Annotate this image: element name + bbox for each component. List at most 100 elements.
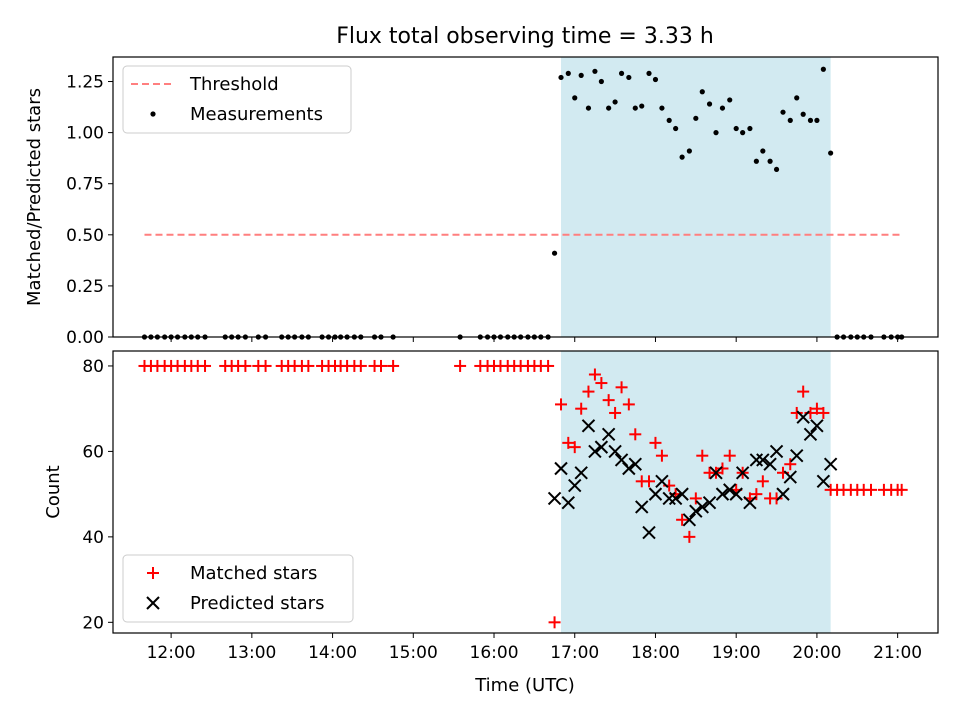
predicted-point: [702, 495, 717, 510]
legend-threshold-label: Threshold: [189, 74, 279, 95]
predicted-point: [729, 487, 743, 501]
predicted-point: [574, 466, 588, 480]
matched-point: [548, 616, 561, 629]
predicted-point: [743, 495, 757, 510]
predicted-point: [581, 419, 596, 433]
bottom-axes-frame: [112, 350, 939, 634]
top-y-tick-label: 0.25: [66, 277, 104, 297]
measurement-point: [747, 125, 753, 132]
predicted-point: [769, 444, 784, 459]
predicted-point: [675, 487, 689, 501]
bottom-y-tick-label: 80: [82, 357, 104, 377]
measurement-point: [828, 150, 834, 156]
measurement-point: [693, 115, 699, 121]
measurement-point: [646, 70, 652, 76]
x-tick-label: 20:00: [792, 643, 841, 663]
top-observing-span: [561, 57, 831, 337]
legend-matched-marker: [147, 567, 159, 579]
x-tick-label: 14:00: [308, 643, 357, 663]
matched-point: [895, 483, 908, 496]
measurement-point: [572, 95, 578, 101]
matched-point: [643, 475, 656, 488]
matched-point: [302, 359, 315, 372]
chart-title: Flux total observing time = 3.33 h: [336, 24, 714, 49]
matched-point: [655, 449, 668, 462]
measurement-point: [612, 99, 618, 105]
measurement-point: [706, 101, 713, 107]
top-legend: Threshold Measurements: [122, 65, 352, 134]
measurement-point: [679, 154, 685, 160]
top-y-axis-label: Matched/Predicted stars: [24, 88, 45, 306]
predicted-point: [715, 487, 730, 501]
matched-point: [568, 441, 581, 454]
matched-point: [817, 406, 830, 419]
measurement-point: [578, 72, 584, 78]
predicted-point: [594, 440, 609, 454]
bottom-observing-span: [561, 351, 831, 633]
x-tick-label: 12:00: [147, 643, 196, 663]
measurement-point: [686, 148, 692, 154]
bottom-y-tick-label: 40: [82, 528, 104, 548]
matched-point: [756, 475, 769, 488]
measurement-point: [639, 103, 645, 109]
measurement-point: [767, 158, 773, 164]
predicted-point: [635, 500, 649, 514]
measurement-point: [787, 117, 793, 123]
top-panel: 0.00 0.25 0.50 0.75 1.00 1.25: [66, 56, 939, 348]
measurement-point: [780, 109, 786, 115]
predicted-point: [655, 474, 669, 489]
matched-point: [609, 406, 622, 419]
predicted-point: [810, 419, 824, 433]
x-tick-label: 17:00: [550, 643, 599, 663]
matched-point: [750, 488, 763, 501]
predicted-point: [682, 513, 697, 527]
bottom-y-axis-label: Count: [43, 465, 64, 518]
matched-point: [689, 492, 702, 505]
predicted-point: [803, 427, 818, 442]
legend-predicted-label: Predicted stars: [190, 593, 324, 614]
matched-point: [588, 368, 601, 381]
matched-point: [387, 359, 400, 372]
measurement-point: [727, 97, 733, 103]
top-y-tick-label: 0.00: [66, 328, 104, 348]
bottom-y-tick-label: 60: [82, 442, 104, 462]
measurement-point: [551, 250, 558, 256]
legend-predicted-marker: [146, 596, 160, 610]
predicted-point: [783, 470, 797, 484]
measurement-point: [699, 89, 705, 95]
predicted-point: [648, 487, 663, 501]
matched-point: [375, 359, 388, 372]
matched-point: [696, 449, 709, 462]
measurement-point: [626, 74, 632, 81]
bottom-panel: 20 40 60 80 12:00 13:00 14:00 15:00 16:00 17:00 18…: [82, 350, 939, 663]
predicted-point: [642, 525, 656, 540]
x-tick-label: 19:00: [712, 643, 761, 663]
x-tick-label: 15:00: [389, 643, 438, 663]
matched-point: [790, 406, 803, 419]
predicted-point: [608, 444, 622, 459]
predicted-point: [601, 427, 616, 442]
predicted-point: [735, 466, 750, 480]
predicted-point: [790, 448, 804, 463]
predicted-point: [749, 453, 764, 467]
bottom-legend: Matched stars Predicted stars: [122, 554, 354, 623]
predicted-point: [756, 453, 770, 467]
predicted-point: [554, 461, 568, 476]
predicted-point: [662, 491, 676, 506]
measurement-point: [814, 117, 820, 123]
predicted-point: [622, 461, 636, 476]
x-tick-label: 13:00: [227, 643, 276, 663]
matched-point: [716, 462, 729, 475]
measurement-point: [598, 78, 604, 85]
measurement-point: [606, 105, 612, 111]
measurement-point: [558, 74, 564, 81]
matched-point: [542, 359, 555, 372]
measurement-point: [807, 117, 814, 123]
measurement-point: [773, 166, 780, 173]
predicted-point: [668, 491, 683, 506]
matched-point: [575, 402, 588, 415]
predicted-point: [763, 457, 777, 471]
legend-matched-label: Matched stars: [190, 563, 317, 584]
measurement-point: [652, 76, 659, 83]
measurement-point: [632, 105, 638, 111]
